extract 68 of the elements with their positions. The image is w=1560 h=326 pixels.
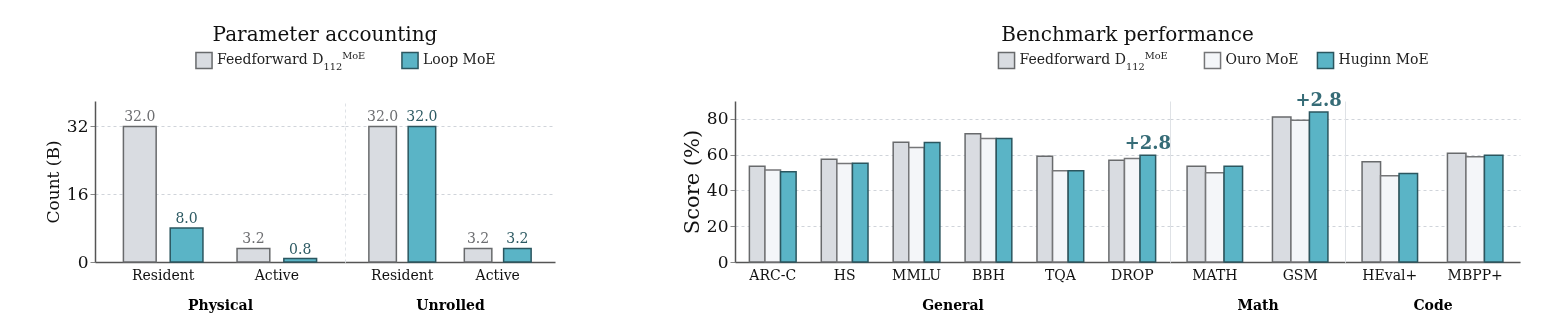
bar [1223, 165, 1244, 263]
bar [995, 137, 1013, 263]
bar [1290, 119, 1311, 263]
bar [1465, 155, 1486, 263]
bar [1398, 172, 1419, 263]
legend-label: Ouro MoE [1225, 51, 1299, 68]
data-label: 3.2 [466, 230, 490, 247]
bar [908, 146, 926, 263]
x-axis-title: General [922, 296, 984, 313]
data-label: 32.0 [124, 108, 156, 125]
x-tick-label: MATH [1192, 266, 1238, 283]
x-tick-label: MBPP+ [1447, 266, 1503, 283]
bar [1271, 116, 1292, 263]
legend-label: Huginn MoE [1338, 51, 1429, 68]
bar [1108, 159, 1126, 263]
y-tick-label: 40 [706, 179, 729, 200]
data-label: 0.8 [289, 240, 312, 257]
bar [923, 141, 941, 263]
bar [764, 169, 782, 263]
bar [964, 132, 982, 263]
data-label: 3.2 [506, 230, 529, 247]
x-tick-label: TQA [1044, 266, 1077, 283]
x-axis-title: Physical [188, 296, 253, 313]
bar [1204, 171, 1225, 263]
x-axis-title: Unrolled [416, 296, 485, 313]
y-tick-label: 60 [706, 144, 729, 165]
chart-title: Parameter accounting [212, 22, 438, 46]
y-axis-title: Count (B) [42, 140, 63, 224]
x-axis-title: Math [1237, 296, 1279, 313]
y-tick-label: 0 [717, 251, 729, 272]
data-label: 32.0 [406, 108, 438, 125]
bar [236, 247, 271, 263]
data-label: 32.0 [367, 108, 399, 125]
bar [1483, 154, 1504, 263]
x-axis-title: Code [1413, 296, 1453, 313]
legend-label: Loop MoE [423, 51, 496, 68]
x-tick-label: DROP [1110, 266, 1154, 283]
bar [836, 162, 854, 263]
bar [851, 162, 869, 263]
x-tick-label: Active [253, 266, 299, 283]
x-tick-label: Resident [371, 266, 434, 283]
y-tick-label: 20 [706, 215, 729, 236]
annotation: +2.8 [1124, 132, 1172, 154]
x-tick-label: HS [833, 266, 856, 283]
x-tick-label: Resident [131, 266, 195, 283]
data-label: 3.2 [242, 230, 265, 247]
bar [169, 227, 204, 263]
annotation: +2.8 [1295, 89, 1342, 111]
x-tick-label: BBH [972, 266, 1005, 283]
y-tick-label: 32 [66, 115, 89, 136]
x-tick-label: ARC-C [748, 266, 797, 283]
y-tick-label: 16 [66, 183, 89, 204]
y-tick-label: 80 [706, 108, 729, 129]
y-tick-label: 0 [77, 251, 89, 272]
x-tick-label: Active [474, 266, 520, 283]
data-label: 8.0 [175, 210, 198, 227]
bar [892, 141, 910, 263]
bar [1379, 175, 1400, 263]
y-axis-title: Score (%) [679, 129, 704, 235]
bar [1308, 111, 1329, 263]
x-tick-label: GSM [1282, 266, 1318, 283]
bar [1139, 154, 1157, 263]
x-tick-label: HEval+ [1362, 266, 1418, 283]
bar [1067, 170, 1085, 263]
x-tick-label: MMLU [892, 266, 942, 283]
chart-title: Benchmark performance [1001, 22, 1254, 46]
bar [283, 257, 318, 263]
bar [779, 170, 797, 263]
